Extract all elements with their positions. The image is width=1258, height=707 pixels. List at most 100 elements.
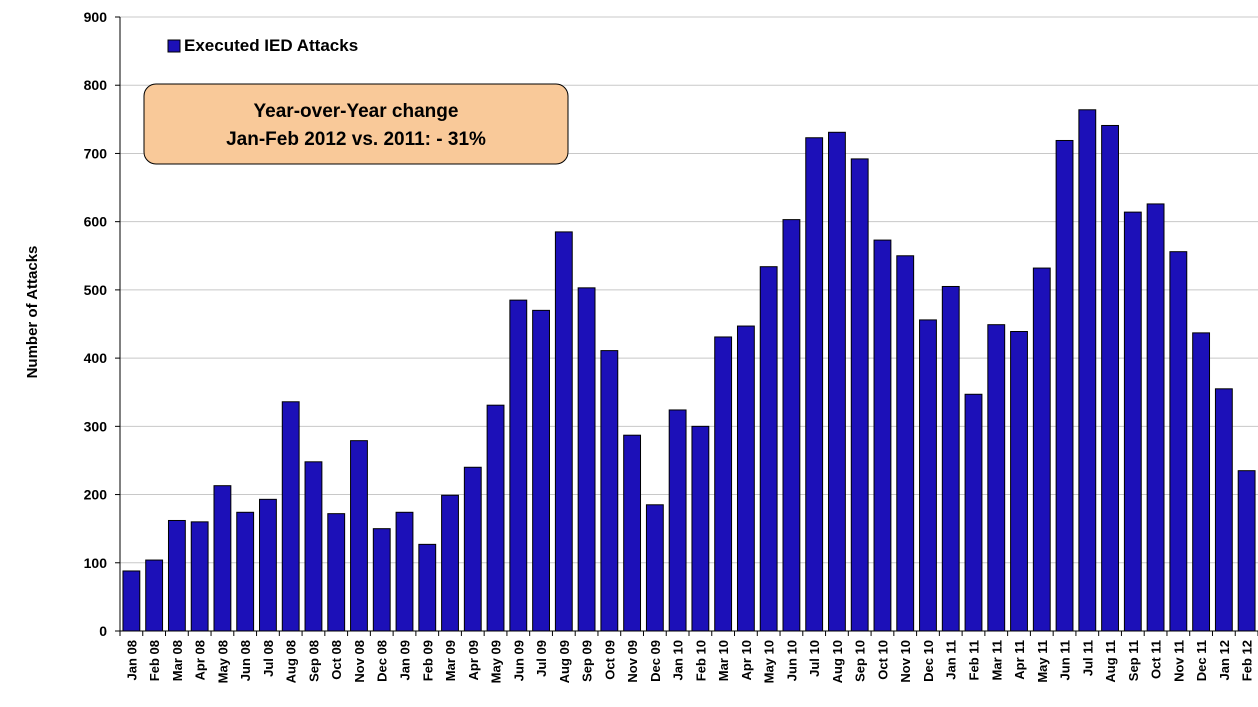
- legend: Executed IED Attacks: [167, 36, 358, 55]
- y-tick-label: 700: [84, 145, 108, 161]
- x-tick-label: Sep 09: [580, 640, 595, 682]
- x-tick-label: Nov 11: [1171, 640, 1186, 682]
- bar-jan-12: [1214, 388, 1233, 632]
- x-tick-label: May 11: [1035, 640, 1050, 683]
- bar-dec-09: [645, 504, 664, 632]
- y-tick-label: 800: [84, 77, 108, 93]
- bar-oct-08: [327, 513, 346, 632]
- x-tick-label: Nov 08: [352, 640, 367, 683]
- bar-mar-10: [714, 336, 733, 632]
- x-tick-label: May 09: [489, 640, 504, 683]
- x-tick-label: Feb 10: [693, 640, 708, 681]
- y-tick-label: 300: [84, 418, 108, 434]
- bar-jan-11: [941, 285, 960, 632]
- x-tick-label: Apr 08: [193, 640, 208, 680]
- bars: [122, 109, 1256, 632]
- bar-jul-08: [259, 498, 277, 632]
- x-tick-label: Jan 12: [1217, 640, 1232, 680]
- x-tick-label: Feb 09: [420, 640, 435, 681]
- bar-nov-10: [896, 255, 915, 632]
- x-tick-label: Aug 09: [557, 640, 572, 683]
- bar-sep-10: [850, 158, 869, 632]
- bar-feb-10: [691, 425, 710, 632]
- x-tick-label: Jun 09: [511, 640, 526, 681]
- bar-apr-11: [1010, 331, 1028, 632]
- y-tick-label: 100: [84, 555, 108, 571]
- x-tick-label: Mar 08: [170, 640, 185, 681]
- bar-jul-11: [1078, 109, 1097, 632]
- bar-may-09: [486, 404, 505, 632]
- bar-aug-08: [281, 401, 300, 632]
- y-tick-label: 500: [84, 282, 108, 298]
- bar-jun-08: [236, 511, 255, 632]
- bar-dec-11: [1192, 332, 1211, 632]
- x-tick-label: Jul 09: [534, 640, 549, 677]
- x-tick-label: Jan 11: [944, 640, 959, 680]
- x-tick-label: Jan 08: [124, 640, 139, 680]
- bar-mar-09: [441, 494, 459, 632]
- x-tick-label: Nov 09: [625, 640, 640, 683]
- y-tick-label: 600: [84, 214, 108, 230]
- bar-jan-09: [395, 511, 414, 632]
- x-tick-label: Mar 10: [716, 640, 731, 681]
- bar-apr-10: [736, 325, 755, 632]
- bar-jun-09: [509, 299, 528, 632]
- x-tick-label: Sep 11: [1126, 640, 1141, 681]
- x-tick-labels: Jan 08 Feb 08 Mar 08 Apr 08 May 08 Jun 08 Jul …: [124, 640, 1254, 683]
- legend-swatch: [167, 39, 181, 53]
- x-tick-label: Aug 08: [284, 640, 299, 683]
- x-tick-label: Jul 08: [261, 640, 276, 677]
- x-tick-label: Feb 11: [967, 640, 982, 680]
- x-tick-label: Mar 09: [443, 640, 458, 681]
- x-tick-label: Jun 10: [784, 640, 799, 681]
- bar-mar-08: [167, 519, 186, 632]
- bar-jul-10: [805, 137, 824, 632]
- bar-may-08: [213, 485, 232, 632]
- x-tick-label: Dec 10: [921, 640, 936, 682]
- bar-feb-11: [964, 393, 983, 632]
- x-tick-label: Sep 08: [306, 640, 321, 682]
- x-tick-label: Apr 11: [1012, 640, 1027, 680]
- bar-mar-11: [987, 324, 1006, 632]
- x-tick-label: Oct 08: [329, 640, 344, 680]
- bar-aug-11: [1101, 124, 1119, 632]
- bar-jul-09: [532, 309, 550, 632]
- x-tick-label: Jun 11: [1058, 640, 1073, 680]
- x-tick-label: Jun 08: [238, 640, 253, 681]
- bar-dec-08: [372, 528, 391, 632]
- y-tick-label: 400: [84, 350, 108, 366]
- bar-jun-10: [782, 219, 801, 632]
- y-axis-title: Number of Attacks: [24, 246, 41, 379]
- bar-nov-08: [350, 440, 368, 632]
- axes: [115, 16, 1258, 636]
- annotation-line-2: Jan-Feb 2012 vs. 2011: - 31%: [226, 129, 486, 150]
- x-tick-label: Aug 11: [1103, 640, 1118, 683]
- x-tick-label: Jan 10: [671, 640, 686, 680]
- bar-jan-08: [122, 570, 141, 632]
- x-tick-label: Nov 10: [898, 640, 913, 683]
- x-tick-label: May 10: [762, 640, 777, 683]
- bar-nov-09: [623, 434, 642, 632]
- annotation-background: [143, 83, 569, 165]
- x-tick-label: Apr 09: [466, 640, 481, 680]
- x-tick-label: Oct 10: [875, 640, 890, 680]
- bar-feb-12: [1237, 470, 1256, 632]
- bar-aug-09: [554, 231, 573, 632]
- bar-feb-08: [145, 559, 164, 632]
- x-tick-label: Oct 11: [1149, 640, 1164, 679]
- x-tick-label: Jul 11: [1080, 640, 1095, 676]
- x-tick-label: Dec 11: [1194, 640, 1209, 681]
- annotation-box: Year-over-Year change Jan-Feb 2012 vs. 2…: [143, 83, 569, 165]
- x-tick-label: Feb 12: [1240, 640, 1255, 681]
- bar-jun-11: [1055, 139, 1074, 632]
- bar-nov-11: [1169, 251, 1188, 632]
- bar-oct-09: [600, 350, 619, 632]
- bar-may-10: [759, 266, 778, 632]
- x-tick-label: Jul 10: [807, 640, 822, 677]
- x-tick-label: Mar 11: [989, 640, 1004, 680]
- bar-sep-08: [304, 461, 323, 632]
- bar-sep-11: [1123, 211, 1142, 632]
- x-tick-label: Aug 10: [830, 640, 845, 683]
- bar-apr-09: [463, 466, 482, 632]
